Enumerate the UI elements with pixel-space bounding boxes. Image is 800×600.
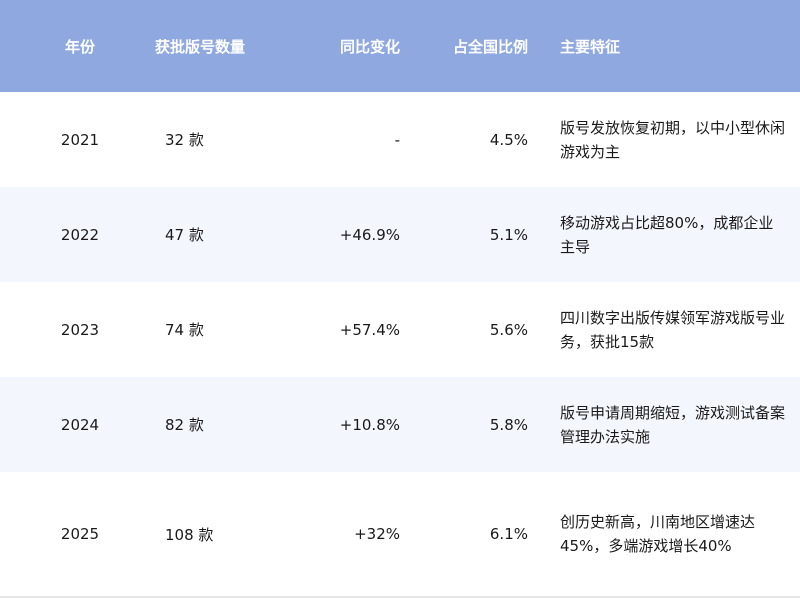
cell-yoy: - <box>394 130 400 149</box>
cell-yoy: +32% <box>354 525 400 543</box>
cell-share: 5.6% <box>489 320 528 339</box>
cell-year: 2021 <box>60 130 100 149</box>
cell-count: 74 款 <box>165 321 204 339</box>
cell-yoy: +46.9% <box>240 187 400 282</box>
table-row: 2023 74 款 +57.4% 5.6% 四川数字出版传媒领军游戏版号业务，获批15款 <box>0 282 800 377</box>
cell-feature: 创历史新高，川南地区增速达45%，多端游戏增长40% <box>560 513 756 555</box>
table-row: 2024 82 款 +10.8% 5.8% 版号申请周期缩短，游戏测试备案管理办法实施 <box>0 377 800 472</box>
cell-count: 108 款 <box>165 525 214 544</box>
header-share: 占全国比例 <box>400 0 528 92</box>
header-count: 获批版号数量 <box>155 0 245 92</box>
table-row: 2021 32 款 - 4.5% 版号发放恢复初期，以中小型休闲游戏为主 <box>0 92 800 187</box>
cell-feature: 四川数字出版传媒领军游戏版号业务，获批15款 <box>560 308 786 351</box>
cell-year: 2024 <box>0 377 160 472</box>
table-row: 2025 108 款 +32% 6.1% 创历史新高，川南地区增速达45%，多端游戏增长… <box>0 472 800 597</box>
header-feature: 主要特征 <box>528 0 800 92</box>
cell-feature: 版号发放恢复初期，以中小型休闲游戏为主 <box>560 118 786 161</box>
cell-count: 47 款 <box>160 187 240 282</box>
cell-count: 82 款 <box>160 377 240 472</box>
cell-share: 5.8% <box>400 377 528 472</box>
cell-share: 5.1% <box>400 187 528 282</box>
cell-yoy: +10.8% <box>240 377 400 472</box>
table-row: 2022 47 款 +46.9% 5.1% 移动游戏占比超80%，成都企业主导 <box>0 187 800 282</box>
cell-feature: 版号申请周期缩短，游戏测试备案管理办法实施 <box>528 377 800 472</box>
header-yoy: 同比变化 <box>240 0 400 92</box>
cell-yoy: +57.4% <box>339 320 400 339</box>
table-header: 年份 获批版号数量 同比变化 占全国比例 主要特征 <box>0 0 800 92</box>
cell-share: 4.5% <box>489 130 528 149</box>
cell-feature: 移动游戏占比超80%，成都企业主导 <box>528 187 800 282</box>
cell-year: 2025 <box>60 525 100 543</box>
cell-share: 6.1% <box>489 525 528 543</box>
cell-count: 32 款 <box>165 131 204 149</box>
cell-year: 2022 <box>0 187 160 282</box>
cell-year: 2023 <box>60 320 100 339</box>
header-year: 年份 <box>0 0 160 92</box>
